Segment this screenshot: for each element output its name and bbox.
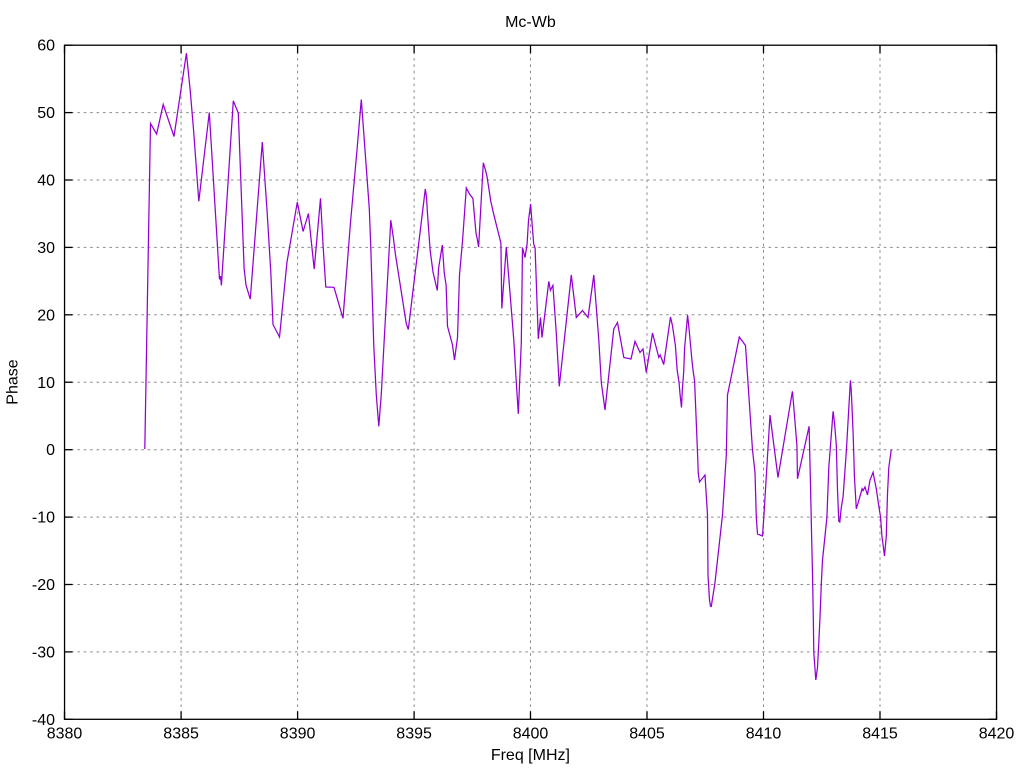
- svg-text:8395: 8395: [396, 726, 432, 743]
- svg-text:8385: 8385: [163, 726, 199, 743]
- svg-text:-10: -10: [32, 510, 55, 527]
- svg-text:60: 60: [37, 38, 55, 55]
- svg-text:8415: 8415: [862, 726, 898, 743]
- svg-text:-40: -40: [32, 712, 55, 729]
- svg-text:-20: -20: [32, 577, 55, 594]
- svg-text:8380: 8380: [47, 726, 83, 743]
- svg-text:30: 30: [37, 240, 55, 257]
- svg-text:8420: 8420: [979, 726, 1015, 743]
- svg-text:Phase: Phase: [5, 359, 22, 404]
- svg-text:Mc-Wb: Mc-Wb: [505, 14, 556, 31]
- svg-text:20: 20: [37, 307, 55, 324]
- svg-text:0: 0: [46, 442, 55, 459]
- svg-text:Freq [MHz]: Freq [MHz]: [491, 747, 570, 764]
- svg-text:40: 40: [37, 173, 55, 190]
- svg-text:10: 10: [37, 375, 55, 392]
- svg-text:8390: 8390: [280, 726, 316, 743]
- svg-text:-30: -30: [32, 644, 55, 661]
- svg-text:8400: 8400: [513, 726, 549, 743]
- svg-text:8405: 8405: [629, 726, 665, 743]
- svg-text:8410: 8410: [746, 726, 782, 743]
- svg-text:50: 50: [37, 105, 55, 122]
